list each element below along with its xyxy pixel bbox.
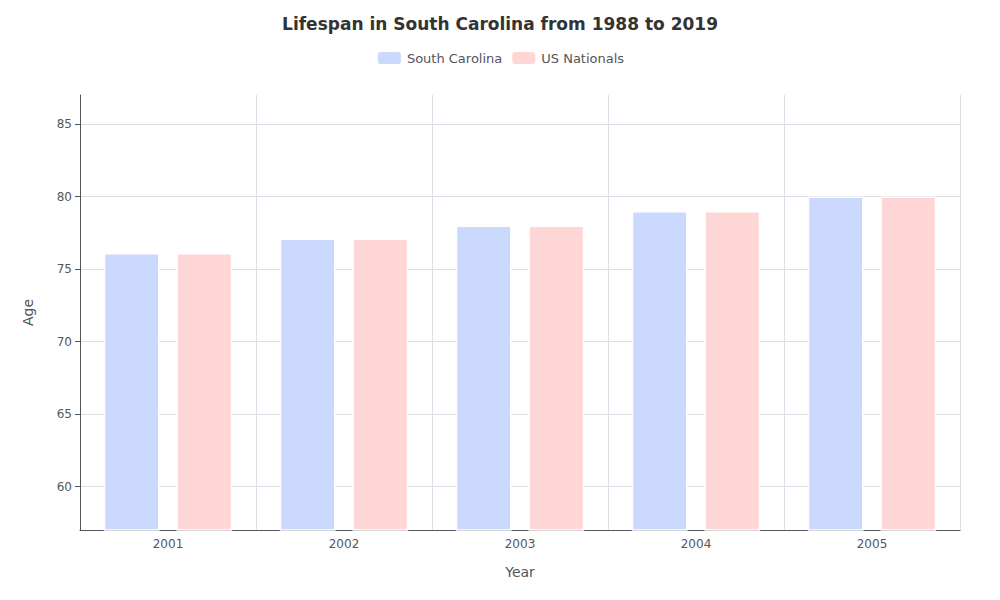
svg-text:2004: 2004 xyxy=(681,537,712,551)
svg-text:2001: 2001 xyxy=(153,537,184,551)
svg-text:US Nationals: US Nationals xyxy=(541,51,624,66)
svg-text:80: 80 xyxy=(57,190,72,204)
svg-text:75: 75 xyxy=(57,262,72,276)
svg-text:65: 65 xyxy=(57,407,72,421)
svg-text:Year: Year xyxy=(504,564,535,580)
svg-text:Age: Age xyxy=(20,299,36,326)
svg-text:2005: 2005 xyxy=(857,537,888,551)
svg-text:South Carolina: South Carolina xyxy=(407,51,502,66)
svg-text:85: 85 xyxy=(57,117,72,131)
svg-text:Lifespan in South Carolina fro: Lifespan in South Carolina from 1988 to … xyxy=(282,14,718,34)
svg-text:70: 70 xyxy=(57,335,72,349)
svg-text:2002: 2002 xyxy=(329,537,360,551)
svg-text:60: 60 xyxy=(57,480,72,494)
svg-text:2003: 2003 xyxy=(505,537,536,551)
